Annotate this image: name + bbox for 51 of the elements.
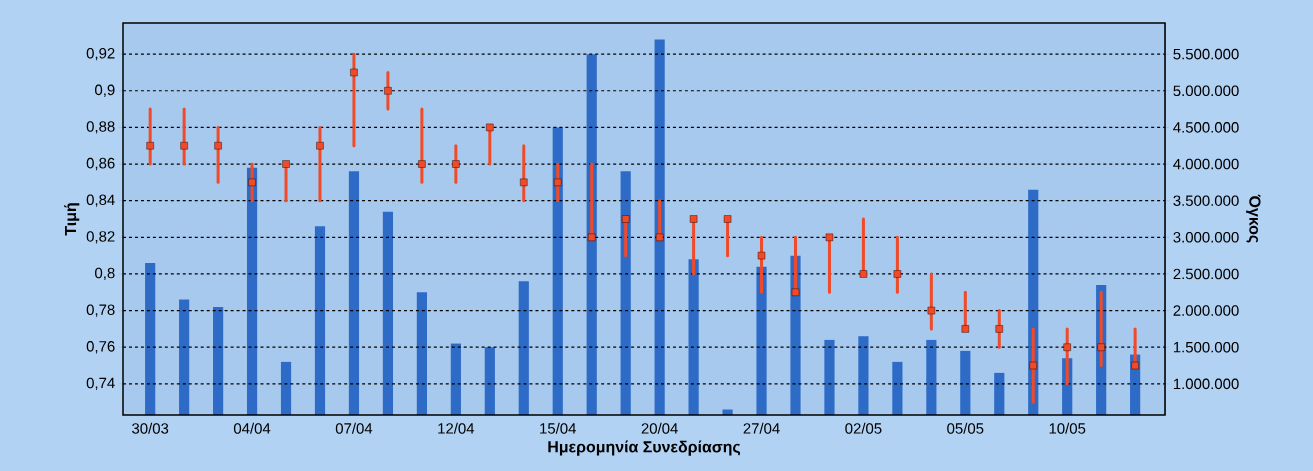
y-axis-title: Τιμή [64, 203, 80, 236]
y-tick-label: 0,86 [86, 157, 115, 171]
point [350, 68, 358, 77]
x-tick-label: 12/04 [438, 422, 475, 434]
y2-axis-title: Όγκος [1246, 194, 1261, 243]
point [248, 178, 256, 187]
x-tick-label: 10/05 [1049, 422, 1086, 434]
y-tick-label: 0,8 [95, 267, 115, 281]
point [418, 160, 426, 168]
y-tick-label: 0,78 [86, 304, 115, 317]
y2-tick-label: 2.500.000 [1173, 268, 1239, 280]
x-tick-label: 20/04 [641, 422, 678, 434]
point [554, 178, 562, 187]
x-tick-label: 30/03 [132, 422, 169, 434]
y2-tick-label: 3.000.000 [1173, 232, 1239, 243]
point [1029, 361, 1037, 370]
point [893, 270, 902, 278]
x-tick-label: 15/04 [540, 422, 576, 434]
y2-tick-label: 4.500.000 [1173, 122, 1239, 133]
y-tick-label: 0,92 [86, 47, 115, 61]
x-tick-label: 07/04 [335, 422, 373, 434]
x-tick-label: 04/04 [233, 422, 271, 434]
point [384, 87, 392, 95]
point [214, 142, 222, 150]
point [452, 160, 460, 168]
x-tick-label: 27/04 [743, 422, 780, 434]
y2-tick-label: 4.000.000 [1173, 158, 1239, 170]
y-tick-label: 0,82 [86, 231, 115, 244]
x-tick-label: 05/05 [947, 422, 984, 434]
point [180, 142, 188, 150]
y-tick-label: 0,84 [86, 194, 115, 207]
point [520, 178, 528, 187]
y2-tick-label: 2.000.000 [1173, 305, 1239, 316]
point [146, 142, 154, 150]
y2-tick-label: 3.500.000 [1173, 195, 1239, 206]
point [316, 142, 324, 150]
y-tick-label: 0,9 [95, 84, 115, 97]
y-tick-label: 0,88 [86, 121, 115, 134]
point [927, 306, 936, 315]
y2-tick-label: 1.500.000 [1173, 341, 1239, 353]
point [995, 325, 1003, 333]
x-tick-label: 02/05 [845, 422, 882, 434]
point [757, 251, 766, 260]
point [1097, 343, 1105, 351]
y2-tick-label: 5.500.000 [1173, 48, 1239, 60]
x-axis-title: Ημερομηνία Συνεδρίασης [548, 440, 741, 456]
y-tick-label: 0,74 [86, 377, 115, 391]
point [1063, 343, 1071, 351]
y2-tick-label: 1.000.000 [1173, 378, 1239, 390]
y-tick-label: 0,76 [86, 341, 115, 354]
y2-tick-label: 5.000.000 [1173, 85, 1239, 97]
